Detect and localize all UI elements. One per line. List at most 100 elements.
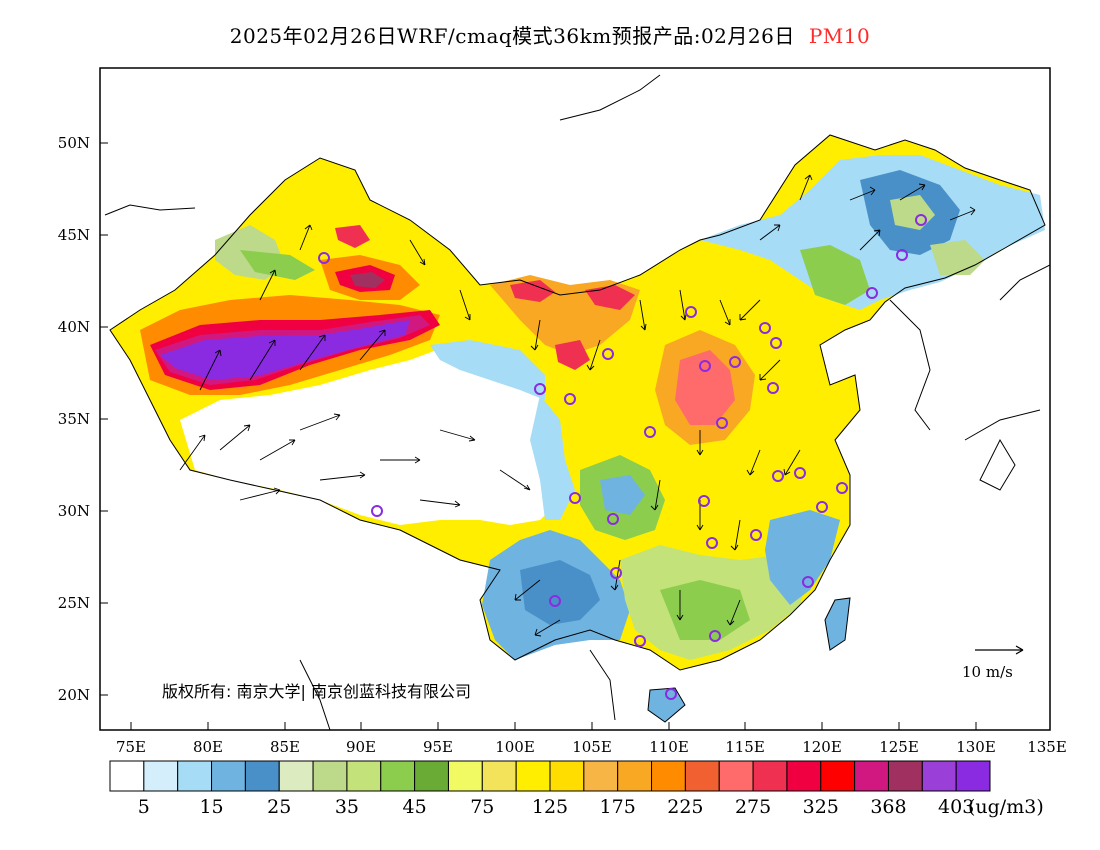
city-marker bbox=[836, 482, 848, 494]
map-title: 2025年02月26日WRF/cmaq模式36km预报产品:02月26日 PM10 bbox=[0, 20, 1100, 49]
colorbar-tick-label: 325 bbox=[803, 796, 839, 818]
colorbar-swatch bbox=[414, 760, 449, 792]
city-marker bbox=[770, 337, 782, 349]
pm10-fujian-blue bbox=[765, 510, 840, 605]
lat-label: 30N bbox=[58, 502, 90, 520]
city-marker bbox=[816, 501, 828, 513]
title-variable: PM10 bbox=[808, 24, 871, 48]
city-marker bbox=[802, 576, 814, 588]
pm10-liaoning-green bbox=[800, 245, 870, 305]
colorbar-swatch bbox=[887, 760, 923, 792]
colorbar-swatch bbox=[651, 760, 686, 792]
city-marker bbox=[644, 426, 656, 438]
city-marker bbox=[866, 287, 878, 299]
lon-label: 100E bbox=[495, 738, 535, 756]
colorbar-tick-label: 25 bbox=[267, 796, 291, 818]
lat-label: 25N bbox=[58, 594, 90, 612]
lon-label: 95E bbox=[423, 738, 453, 756]
colorbar-swatch bbox=[786, 760, 822, 792]
lon-label: 125E bbox=[879, 738, 919, 756]
city-marker bbox=[371, 505, 383, 517]
pm10-harbin-green bbox=[890, 195, 935, 230]
colorbar-unit: (ug/m3) bbox=[968, 796, 1044, 818]
pm10-low-tibet bbox=[180, 345, 560, 525]
pm10-mongolia-red1 bbox=[510, 280, 555, 302]
city-marker bbox=[729, 356, 741, 368]
colorbar-swatch bbox=[380, 760, 416, 792]
pm10-north-xj-red bbox=[335, 225, 370, 248]
city-marker bbox=[610, 567, 622, 579]
lon-label: 90E bbox=[346, 738, 376, 756]
city-marker bbox=[709, 630, 721, 642]
city-marker bbox=[685, 306, 697, 318]
pm10-sichuan-blue bbox=[600, 475, 645, 515]
pm10-henan-red bbox=[675, 350, 735, 425]
pm10-guangxi-green bbox=[660, 580, 750, 640]
colorbar-tick-label: 175 bbox=[600, 796, 636, 818]
pm10-tarim-purple bbox=[160, 320, 410, 380]
city-marker bbox=[706, 537, 718, 549]
colorbar-swatch bbox=[278, 760, 314, 792]
colorbar-tick-label: 275 bbox=[735, 796, 771, 818]
lon-label: 120E bbox=[802, 738, 842, 756]
city-marker bbox=[602, 348, 614, 360]
colorbar-tick-label: 125 bbox=[532, 796, 568, 818]
pm10-xinjiang-green2 bbox=[240, 250, 315, 280]
colorbar-swatch bbox=[549, 760, 585, 792]
colorbar bbox=[109, 760, 991, 792]
city-marker bbox=[318, 252, 330, 264]
colorbar-swatch bbox=[109, 760, 145, 792]
colorbar-swatch bbox=[820, 760, 856, 792]
lat-label: 20N bbox=[58, 686, 90, 704]
colorbar-swatch bbox=[312, 760, 348, 792]
colorbar-tick-label: 5 bbox=[138, 796, 150, 818]
colorbar-swatch bbox=[955, 760, 991, 792]
colorbar-tick-label: 15 bbox=[199, 796, 223, 818]
city-marker bbox=[698, 495, 710, 507]
city-marker bbox=[569, 492, 581, 504]
pm10-ningxia-red bbox=[555, 340, 590, 370]
wind-vectors bbox=[179, 174, 1024, 655]
wind-reference-arrow bbox=[975, 645, 1024, 655]
colorbar-swatch bbox=[244, 760, 280, 792]
city-marker bbox=[896, 249, 908, 261]
city-marker bbox=[759, 322, 771, 334]
colorbar-swatch bbox=[211, 760, 246, 792]
lat-label: 40N bbox=[58, 318, 90, 336]
colorbar-swatch bbox=[447, 760, 483, 792]
coastlines bbox=[104, 74, 1050, 730]
lon-label: 105E bbox=[572, 738, 612, 756]
city-marker bbox=[665, 688, 677, 700]
lon-label: 110E bbox=[649, 738, 689, 756]
colorbar-swatch bbox=[515, 760, 551, 792]
colorbar-swatch bbox=[143, 760, 179, 792]
copyright-text: 版权所有: 南京大学| 南京创蓝科技有限公司 bbox=[162, 682, 471, 701]
pm10-mongolia-red2 bbox=[585, 285, 635, 310]
wind-reference-label: 10 m/s bbox=[962, 663, 1013, 681]
pm10-qinghai-blue bbox=[430, 340, 545, 400]
colorbar-swatch bbox=[684, 760, 720, 792]
city-marker bbox=[716, 417, 728, 429]
lat-label: 50N bbox=[58, 134, 90, 152]
city-marker bbox=[607, 513, 619, 525]
city-marker bbox=[534, 383, 546, 395]
colorbar-swatch bbox=[481, 760, 517, 792]
colorbar-tick-label: 45 bbox=[403, 796, 427, 818]
city-marker bbox=[772, 470, 784, 482]
colorbar-tick-label: 225 bbox=[667, 796, 703, 818]
lon-label: 80E bbox=[193, 738, 223, 756]
colorbar-swatch bbox=[617, 760, 653, 792]
lon-label: 130E bbox=[956, 738, 996, 756]
pm10-sichuan-west-blue bbox=[530, 395, 575, 520]
city-marker bbox=[699, 360, 711, 372]
pm10-turpan-dark bbox=[350, 272, 385, 288]
pm10-yunnan-darkblue bbox=[520, 560, 600, 625]
lon-label: 135E bbox=[1027, 738, 1067, 756]
colorbar-tick-label: 403 bbox=[938, 796, 974, 818]
city-markers bbox=[318, 214, 927, 700]
colorbar-swatch bbox=[752, 760, 788, 792]
colorbar-swatch bbox=[583, 760, 619, 792]
city-marker bbox=[634, 635, 646, 647]
colorbar-swatch bbox=[854, 760, 889, 792]
